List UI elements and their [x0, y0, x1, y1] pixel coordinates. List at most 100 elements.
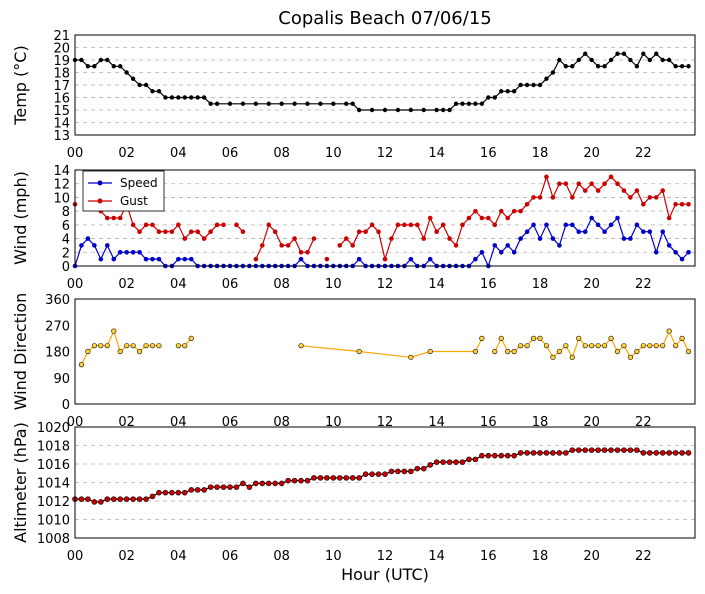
gust-point — [143, 222, 149, 228]
gust-point — [537, 195, 543, 200]
altimeter-point — [259, 480, 266, 487]
direction-point — [143, 343, 149, 349]
altimeter-point — [253, 480, 259, 487]
gust-point — [201, 236, 207, 241]
altimeter-point — [201, 487, 207, 493]
speed-point — [537, 236, 543, 241]
altimeter-point — [666, 450, 672, 456]
altimeter-point — [382, 471, 388, 477]
direction-axes-frame — [74, 298, 696, 405]
gust-point — [479, 215, 485, 221]
gust-point — [524, 201, 530, 207]
direction-ytick-label: 270 — [45, 319, 70, 334]
altimeter-point — [149, 493, 156, 500]
gust-point — [466, 215, 472, 221]
temp-xtick-label: 18 — [532, 146, 549, 161]
temp-point — [686, 64, 691, 69]
speed-legend-label: Speed — [120, 176, 158, 190]
altimeter-point — [491, 452, 498, 459]
temp-xtick-label: 00 — [67, 146, 84, 161]
speed-point — [569, 222, 575, 228]
speed-point — [505, 243, 511, 248]
altimeter-point — [595, 447, 601, 453]
temp-point — [195, 95, 200, 100]
gust-point — [111, 215, 117, 221]
speed-point — [130, 249, 136, 255]
speed-point — [356, 256, 362, 262]
temp-point — [557, 57, 562, 63]
gust-point — [576, 181, 582, 187]
temp-point — [201, 95, 207, 100]
altimeter-point — [324, 475, 330, 481]
temp-point — [486, 95, 491, 100]
direction-point — [156, 343, 162, 349]
gust-point — [298, 249, 304, 255]
speed-point — [408, 256, 414, 262]
speed-point — [660, 229, 666, 235]
altimeter-point — [214, 484, 220, 490]
gust-point — [311, 236, 317, 241]
temp-ytick-label: 21 — [53, 29, 70, 44]
altimeter-point — [362, 471, 369, 477]
wind-ytick-label: 10 — [53, 191, 70, 206]
speed-point — [182, 256, 188, 262]
direction-point — [78, 362, 85, 368]
altimeter-point — [608, 447, 614, 453]
direction-point — [136, 348, 143, 355]
altimeter-ytick-label: 1008 — [37, 532, 70, 547]
altimeter-point — [627, 447, 634, 453]
gust-point — [195, 229, 201, 235]
speed-point — [550, 236, 556, 241]
temp-ytick-label: 15 — [53, 104, 70, 119]
altimeter-point — [246, 484, 253, 490]
altimeter-point — [369, 471, 375, 477]
wind-ytick-label: 14 — [53, 164, 70, 179]
temp-point — [634, 64, 640, 69]
gust-point — [272, 229, 278, 235]
wind-legend: Speed Gust — [82, 170, 165, 212]
gust-point — [557, 181, 562, 187]
altimeter-point — [130, 496, 136, 502]
temp-point — [466, 101, 472, 106]
gust-point — [492, 222, 498, 228]
x-axis-label: Hour (UTC) — [341, 565, 429, 584]
speed-point — [576, 229, 582, 235]
temp-point — [137, 82, 142, 88]
altimeter-point — [298, 477, 304, 484]
altimeter-point — [104, 496, 111, 502]
temp-xtick-label: 14 — [428, 146, 445, 161]
altimeter-point — [582, 447, 589, 453]
temp-point — [505, 89, 510, 94]
gust-point — [602, 181, 607, 187]
speed-point — [524, 229, 530, 235]
temp-point — [608, 57, 614, 63]
direction-point — [666, 328, 672, 334]
direction-panel: 0 90 180 270 360 00 02 04 06 08 10 12 14 16 18 20 22 Wind… — [11, 293, 696, 430]
altimeter-point — [556, 450, 563, 456]
temp-ytick-label: 18 — [53, 67, 70, 82]
gust-point — [615, 181, 620, 187]
temp-point — [602, 64, 607, 69]
speed-point — [298, 256, 304, 262]
direction-point — [492, 348, 498, 355]
direction-point — [182, 343, 188, 349]
speed-point — [79, 243, 84, 248]
gust-point — [679, 201, 685, 207]
altimeter-point — [511, 452, 517, 459]
temp-point — [85, 64, 91, 69]
altimeter-point — [85, 496, 91, 502]
speed-point — [608, 222, 614, 228]
temp-ytick-label: 17 — [53, 79, 70, 94]
altimeter-point — [621, 447, 627, 453]
altimeter-ytick-label: 1014 — [37, 477, 70, 492]
gust-point — [137, 229, 142, 235]
speed-point — [85, 236, 91, 241]
altimeter-xtick-label: 08 — [273, 549, 290, 564]
temp-point — [169, 95, 175, 100]
temp-point — [524, 82, 530, 88]
altimeter-point — [162, 489, 169, 496]
gust-point — [285, 243, 291, 248]
temp-point — [105, 57, 110, 63]
direction-point — [130, 343, 136, 349]
